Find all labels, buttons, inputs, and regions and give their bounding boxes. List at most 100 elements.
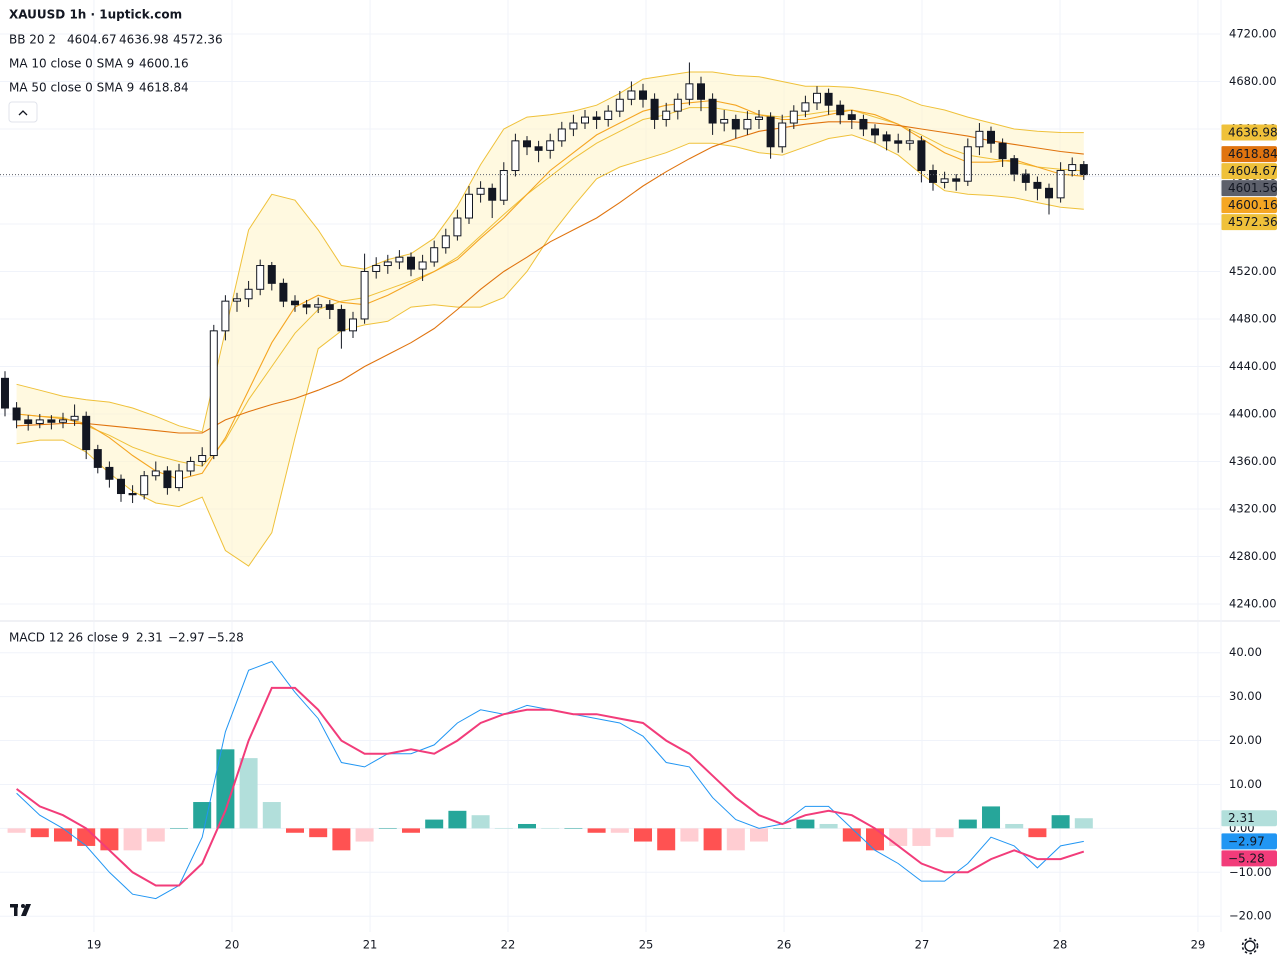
candle-body (929, 170, 938, 183)
histogram-bar (564, 828, 583, 829)
grid-layer (0, 0, 1220, 932)
histogram-bar (285, 828, 304, 833)
price-tag-label: −5.28 (1228, 851, 1265, 865)
x-tick-label: 28 (1053, 938, 1068, 952)
price-tag-label: 4636.98 (1228, 126, 1278, 140)
histogram-bar (657, 828, 676, 851)
candle-body (267, 265, 276, 284)
histogram-bar (216, 749, 235, 829)
candle-body (708, 98, 717, 124)
candle-body (441, 235, 450, 249)
x-tick-label: 20 (225, 938, 240, 952)
candle-body (453, 217, 462, 237)
histogram-bar (912, 828, 931, 846)
candle-body (279, 282, 288, 302)
histogram-bar (680, 828, 699, 842)
legend-value: 4636.98 (119, 33, 169, 47)
x-tick-label: 22 (501, 938, 516, 952)
candle-body (1045, 187, 1054, 199)
candle-body (523, 140, 532, 148)
y-tick-label: 4520.00 (1229, 264, 1277, 278)
candle-body (731, 118, 740, 130)
histogram-bar (123, 828, 142, 851)
collapse-icon (18, 110, 28, 116)
x-tick-label: 19 (87, 938, 102, 952)
candle-body (592, 116, 601, 120)
candle-body (952, 178, 961, 182)
candle-body (627, 90, 636, 100)
candle-body (894, 140, 903, 144)
histogram-bar (355, 828, 374, 842)
price-tag (1221, 810, 1277, 827)
candle-body (824, 92, 833, 106)
histogram-bar (1051, 815, 1070, 829)
histogram-bar (889, 828, 908, 846)
candle-body (499, 170, 508, 201)
histogram-bar (494, 828, 513, 829)
tradingview-logo[interactable] (10, 904, 31, 916)
price-tag (1221, 124, 1277, 141)
histogram-bar (587, 828, 606, 833)
candle-body (755, 116, 764, 120)
settings-icon[interactable] (1244, 940, 1256, 952)
axis-layer: 4240.00 4280.00 4320.00 4360.00 4400.00 4440.… (87, 26, 1278, 951)
candle-body (998, 142, 1007, 160)
price-tag (1221, 163, 1277, 180)
histogram-bar (30, 828, 49, 838)
histogram-bar (146, 828, 165, 842)
candle-body (650, 98, 659, 120)
legend-value: 4618.84 (139, 81, 189, 95)
histogram-bar (796, 819, 815, 829)
y-tick-label: 4320.00 (1229, 501, 1277, 515)
histogram-bar (262, 802, 281, 829)
candle-body (720, 118, 729, 124)
settings-button[interactable] (1241, 937, 1259, 955)
candle-body (372, 265, 381, 272)
candle-body (47, 419, 56, 423)
collapse-button-box[interactable] (8, 101, 38, 123)
candle-body (221, 300, 230, 332)
candle-body (975, 130, 984, 148)
histogram-bar (53, 828, 72, 842)
collapse-button[interactable] (8, 101, 38, 123)
histogram-bar (935, 828, 954, 838)
legend-value: 4572.36 (173, 33, 223, 47)
candle-body (511, 140, 520, 172)
candle-body (383, 261, 392, 267)
y-tick-label: 4440.00 (1229, 359, 1277, 373)
candle-body (847, 114, 856, 120)
histogram-bar (773, 828, 792, 829)
candle-body (93, 449, 102, 468)
candle-body (198, 455, 207, 462)
histogram-bar (634, 828, 653, 842)
y-tick-label: 4680.00 (1229, 74, 1277, 88)
candle-body (163, 470, 172, 489)
logo-part (14, 904, 18, 916)
candle-body (813, 92, 822, 104)
settings-icon-teeth (1241, 937, 1259, 955)
y-tick-label: 4720.00 (1229, 26, 1277, 40)
bollinger-lower (16, 134, 1084, 567)
candle-body (395, 256, 404, 263)
candle-body (360, 270, 369, 320)
x-tick-label: 21 (363, 938, 378, 952)
moving-average (16, 99, 1084, 480)
candle-body (987, 130, 996, 144)
candle-body (476, 187, 485, 195)
histogram-bar (239, 758, 258, 829)
histogram-bar (982, 806, 1001, 829)
price-tag-label: 4600.16 (1228, 198, 1278, 212)
legend-value: 4604.67 (67, 33, 117, 47)
y-tick-label: 4400.00 (1229, 406, 1277, 420)
candle-body (186, 460, 195, 472)
candle-body (905, 140, 914, 144)
candle-body (766, 116, 775, 148)
price-tag (1221, 146, 1277, 163)
legend-name: MACD 12 26 close 9 (9, 631, 129, 645)
candle-body (82, 415, 91, 451)
logo-part (21, 904, 25, 908)
price-tag (1221, 197, 1277, 214)
candle-body (0, 377, 9, 409)
candle-body (697, 83, 706, 100)
candle-body (232, 298, 241, 302)
